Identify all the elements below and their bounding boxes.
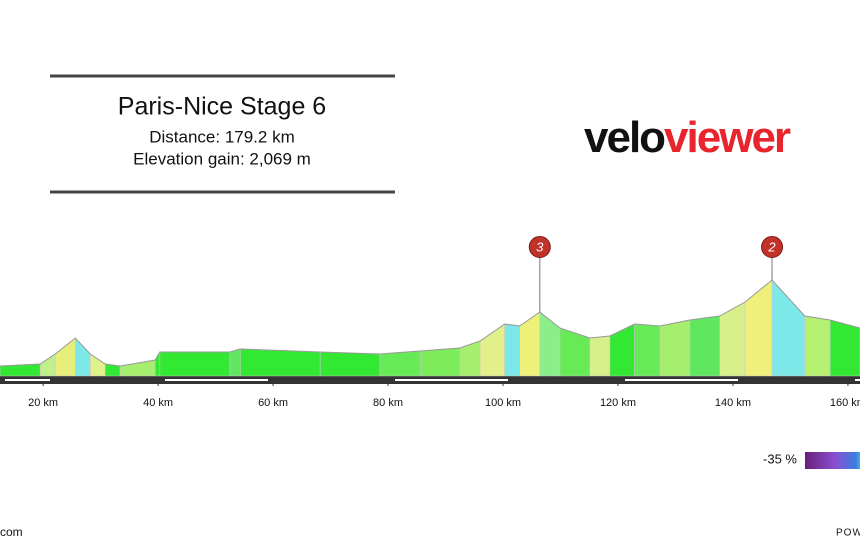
profile-segment — [519, 311, 541, 377]
profile-segment — [54, 337, 76, 377]
profile-segment — [589, 335, 611, 377]
chart-title: Paris-Nice Stage 6 — [118, 93, 326, 121]
footer-right: POW — [836, 528, 860, 539]
climb-badge — [528, 236, 551, 258]
logo-dark: velo — [584, 113, 665, 162]
dash — [625, 379, 738, 381]
profile-segment — [119, 359, 156, 377]
profile-segment — [319, 351, 381, 377]
elevation-gain: Elevation gain: 2,069 m — [133, 149, 311, 168]
profile-segment — [89, 353, 106, 377]
profile-segment — [634, 323, 661, 377]
x-tick-label: 120 km — [600, 397, 636, 409]
profile-segment — [504, 323, 520, 377]
logo: veloviewer — [584, 113, 791, 162]
profile-segment — [539, 311, 561, 377]
climb-label: 2 — [767, 239, 776, 254]
profile-segment — [419, 347, 461, 377]
logo-red: viewer — [664, 113, 791, 162]
profile-segment — [379, 350, 421, 377]
gradient-legend — [805, 452, 860, 469]
profile-segment — [771, 279, 806, 377]
x-tick-label: 60 km — [258, 397, 288, 409]
profile-segment — [229, 348, 241, 377]
profile-segment — [75, 337, 91, 377]
x-tick-label: 20 km — [28, 397, 58, 409]
profile-segment — [804, 315, 831, 377]
climb-label: 3 — [536, 239, 544, 254]
x-tick-label: 40 km — [143, 397, 173, 409]
footer-left: com — [0, 525, 23, 539]
climb-badge — [761, 236, 784, 258]
profile-outline — [0, 279, 860, 367]
distance-dashes — [5, 379, 860, 381]
legend-label: -35 % — [763, 451, 797, 466]
x-tick-label: 160 km — [830, 397, 860, 409]
profile-segment — [689, 315, 721, 377]
profile-segment — [159, 351, 231, 377]
profile-segment — [609, 323, 635, 377]
profile-segment — [39, 353, 56, 377]
profile-segment — [479, 323, 506, 377]
distance: Distance: 179.2 km — [149, 127, 295, 146]
dash — [165, 379, 268, 381]
profile-segment — [559, 327, 591, 377]
profile — [0, 279, 860, 377]
profile-segment — [459, 340, 481, 377]
profile-segment — [829, 319, 860, 377]
dash — [395, 379, 508, 381]
x-tick-label: 100 km — [485, 397, 521, 409]
x-tick-label: 140 km — [715, 397, 751, 409]
profile-segment — [239, 348, 321, 377]
dash — [855, 379, 860, 381]
profile-segment — [744, 279, 773, 377]
x-tick-label: 80 km — [373, 397, 403, 409]
profile-segment — [659, 319, 691, 377]
profile-segment — [719, 301, 746, 377]
dash — [5, 379, 50, 381]
